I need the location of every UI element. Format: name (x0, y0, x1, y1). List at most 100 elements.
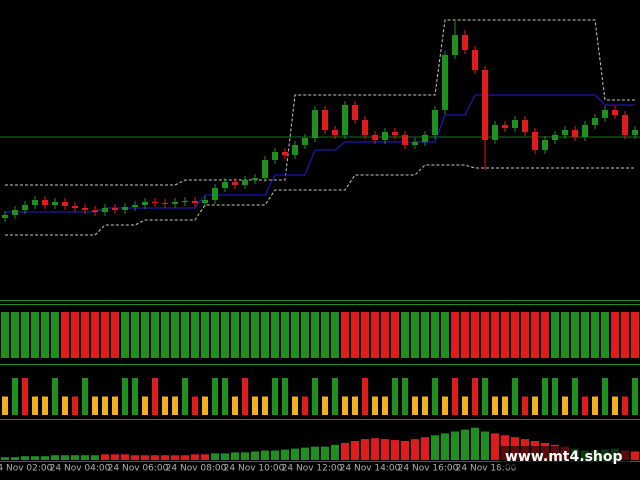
candle-body (172, 202, 178, 204)
trend-bar (21, 312, 29, 358)
histogram-bar (31, 456, 39, 460)
trend-bar (151, 312, 159, 358)
pulse-bar (42, 396, 48, 415)
histogram-bar (471, 427, 479, 460)
pulse-bar (262, 396, 268, 415)
candle-body (512, 120, 518, 128)
histogram-bar (181, 455, 189, 460)
trend-bar (631, 312, 639, 358)
candle-body (302, 138, 308, 145)
histogram-bar (11, 457, 19, 460)
histogram-bar (381, 439, 389, 460)
trend-bar (111, 312, 119, 358)
trend-bar (351, 312, 359, 358)
pulse-bar (542, 378, 548, 415)
pulse-bar (322, 396, 328, 415)
time-label: 24 Nov 16:00 (398, 464, 459, 474)
pulse-bar (282, 378, 288, 415)
candle-body (292, 145, 298, 155)
trend-bar (201, 312, 209, 358)
candle-body (22, 205, 28, 210)
pulse-bar (602, 378, 608, 415)
pulse-bar (382, 396, 388, 415)
candle-body (272, 152, 278, 160)
histogram-bar (141, 455, 149, 460)
trend-bar (441, 312, 449, 358)
pulse-bar (592, 396, 598, 415)
pulse-bar (102, 396, 108, 415)
trend-bar (81, 312, 89, 358)
trend-bar (181, 312, 189, 358)
pulse-bar (422, 396, 428, 415)
histogram-bar (361, 439, 369, 460)
candle-body (402, 135, 408, 145)
pulse-bar (92, 396, 98, 415)
pulse-bar (182, 378, 188, 415)
lower-band (5, 164, 635, 236)
trend-bar (221, 312, 229, 358)
histogram-bar (221, 453, 229, 460)
trend-bar (271, 312, 279, 358)
watermark-bg (500, 446, 630, 468)
candle-body (392, 132, 398, 135)
pulse-bar (402, 378, 408, 415)
candle-body (242, 180, 248, 185)
pulse-bar (352, 396, 358, 415)
histogram-bar (161, 455, 169, 460)
candle-body (32, 200, 38, 205)
time-label: 24 Nov 12:00 (282, 464, 343, 474)
pulse-bar (522, 396, 528, 415)
pulse-bar (572, 378, 578, 415)
candle-body (582, 125, 588, 137)
trend-bar (11, 312, 19, 358)
pulse-bar (512, 378, 518, 415)
candle-body (72, 206, 78, 208)
candle-body (112, 208, 118, 210)
candle-body (442, 55, 448, 110)
trend-bar (391, 312, 399, 358)
trend-bar (411, 312, 419, 358)
pulse-bar (492, 396, 498, 415)
candle-body (312, 110, 318, 138)
candle-body (552, 135, 558, 140)
pulse-bar (432, 378, 438, 415)
candle-body (152, 202, 158, 203)
histogram-bar (91, 455, 99, 460)
pulse-bar (152, 378, 158, 415)
trend-bar (561, 312, 569, 358)
candle-body (482, 70, 488, 140)
histogram-bar (291, 448, 299, 460)
trend-bar (121, 312, 129, 358)
histogram-bar (21, 456, 29, 460)
pulse-bar (72, 396, 78, 415)
trend-bar (361, 312, 369, 358)
candle-body (332, 130, 338, 135)
pulse-bar (462, 396, 468, 415)
candle-body (92, 210, 98, 212)
histogram-bar (371, 438, 379, 460)
candle-body (212, 188, 218, 200)
histogram-bar (351, 441, 359, 460)
histogram-bar (101, 454, 109, 460)
candle-body (52, 202, 58, 205)
trend-bar (611, 312, 619, 358)
pulse-bar (582, 396, 588, 415)
histogram-bar (191, 454, 199, 460)
candle-body (422, 135, 428, 142)
candle-body (452, 35, 458, 55)
trend-bar (591, 312, 599, 358)
trend-bar (461, 312, 469, 358)
histogram-bar (331, 444, 339, 460)
candle-body (42, 200, 48, 205)
time-label: 24 Nov 04:00 (50, 464, 111, 474)
histogram-bar (441, 433, 449, 460)
trend-bar (331, 312, 339, 358)
candle-body (142, 202, 148, 205)
time-label: 24 Nov 10:00 (224, 464, 285, 474)
histogram-bar (431, 435, 439, 460)
candle-body (62, 202, 68, 206)
pulse-bar (302, 396, 308, 415)
trend-bar (401, 312, 409, 358)
pulse-bar (562, 396, 568, 415)
trend-bar (431, 312, 439, 358)
